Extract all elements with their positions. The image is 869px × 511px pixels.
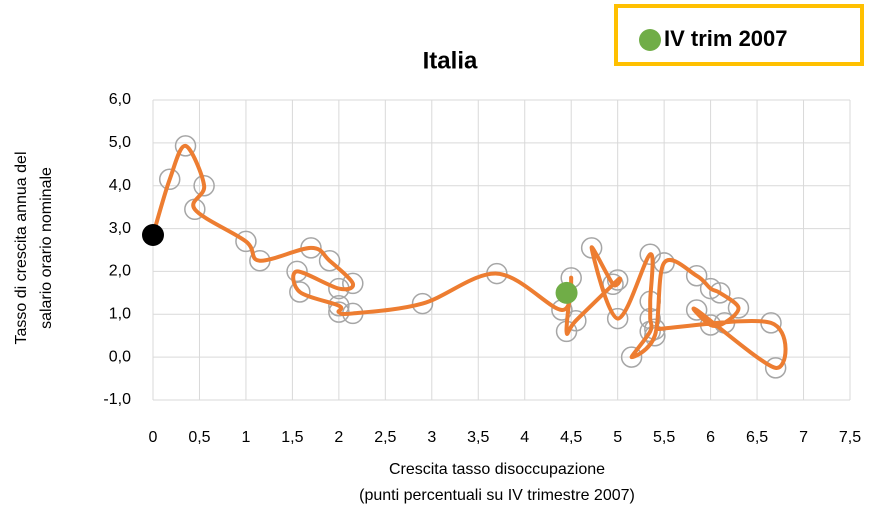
- x-tick-label: 4: [520, 429, 529, 446]
- x-tick-label: 6: [706, 429, 715, 446]
- point: [727, 297, 750, 319]
- point: [328, 294, 350, 317]
- x-tick-label: 2,5: [374, 429, 396, 446]
- y-tick-label: 0,0: [109, 348, 131, 365]
- highlight-point: [142, 224, 164, 246]
- y-tick-label: 3,0: [109, 220, 131, 237]
- x-tick-label: 2: [334, 429, 343, 446]
- x-tick-label: 1: [241, 429, 250, 446]
- x-tick-label: 5,5: [653, 429, 675, 446]
- x-axis-label: Crescita tasso disoccupazione: [389, 461, 605, 478]
- point: [685, 299, 708, 321]
- y-tick-label: 6,0: [109, 91, 131, 108]
- chart-title: Italia: [423, 47, 478, 74]
- x-tick-label: 3: [427, 429, 436, 446]
- point: [174, 135, 197, 157]
- x-tick-label: 0,5: [188, 429, 210, 446]
- point: [764, 357, 787, 379]
- y-tick-label: 2,0: [109, 263, 131, 280]
- point: [709, 282, 731, 304]
- y-tick-label: 1,0: [109, 306, 131, 323]
- highlight-point: [555, 281, 578, 304]
- point: [620, 346, 643, 368]
- x-tick-label: 6,5: [746, 429, 768, 446]
- point: [342, 272, 364, 295]
- y-axis-label: Tasso di crescita annua del: [13, 152, 30, 345]
- y-tick-label: -1,0: [103, 391, 131, 408]
- legend-label: IV trim 2007: [664, 26, 788, 51]
- y-axis-label: salario orario nominale: [38, 167, 55, 329]
- line: [151, 143, 788, 370]
- point: [158, 168, 181, 191]
- y-tick-label: 5,0: [109, 134, 131, 151]
- point: [606, 307, 629, 330]
- x-tick-label: 1,5: [281, 429, 303, 446]
- x-tick-label: 7: [799, 429, 808, 446]
- legend-marker: [639, 29, 661, 51]
- x-tick-label: 0: [149, 429, 158, 446]
- x-tick-label: 7,5: [839, 429, 861, 446]
- point: [318, 249, 341, 272]
- point: [606, 269, 629, 291]
- x-tick-label: 4,5: [560, 429, 582, 446]
- y-tick-label: 4,0: [109, 177, 131, 194]
- point: [289, 281, 311, 303]
- point: [685, 264, 708, 287]
- point: [699, 277, 722, 300]
- x-tick-label: 3,5: [467, 429, 489, 446]
- point: [193, 174, 215, 197]
- x-axis-label: (punti percentuali su IV trimestre 2007): [359, 487, 635, 504]
- point: [286, 260, 308, 283]
- x-tick-label: 5: [613, 429, 622, 446]
- point: [235, 230, 257, 253]
- point: [411, 292, 434, 315]
